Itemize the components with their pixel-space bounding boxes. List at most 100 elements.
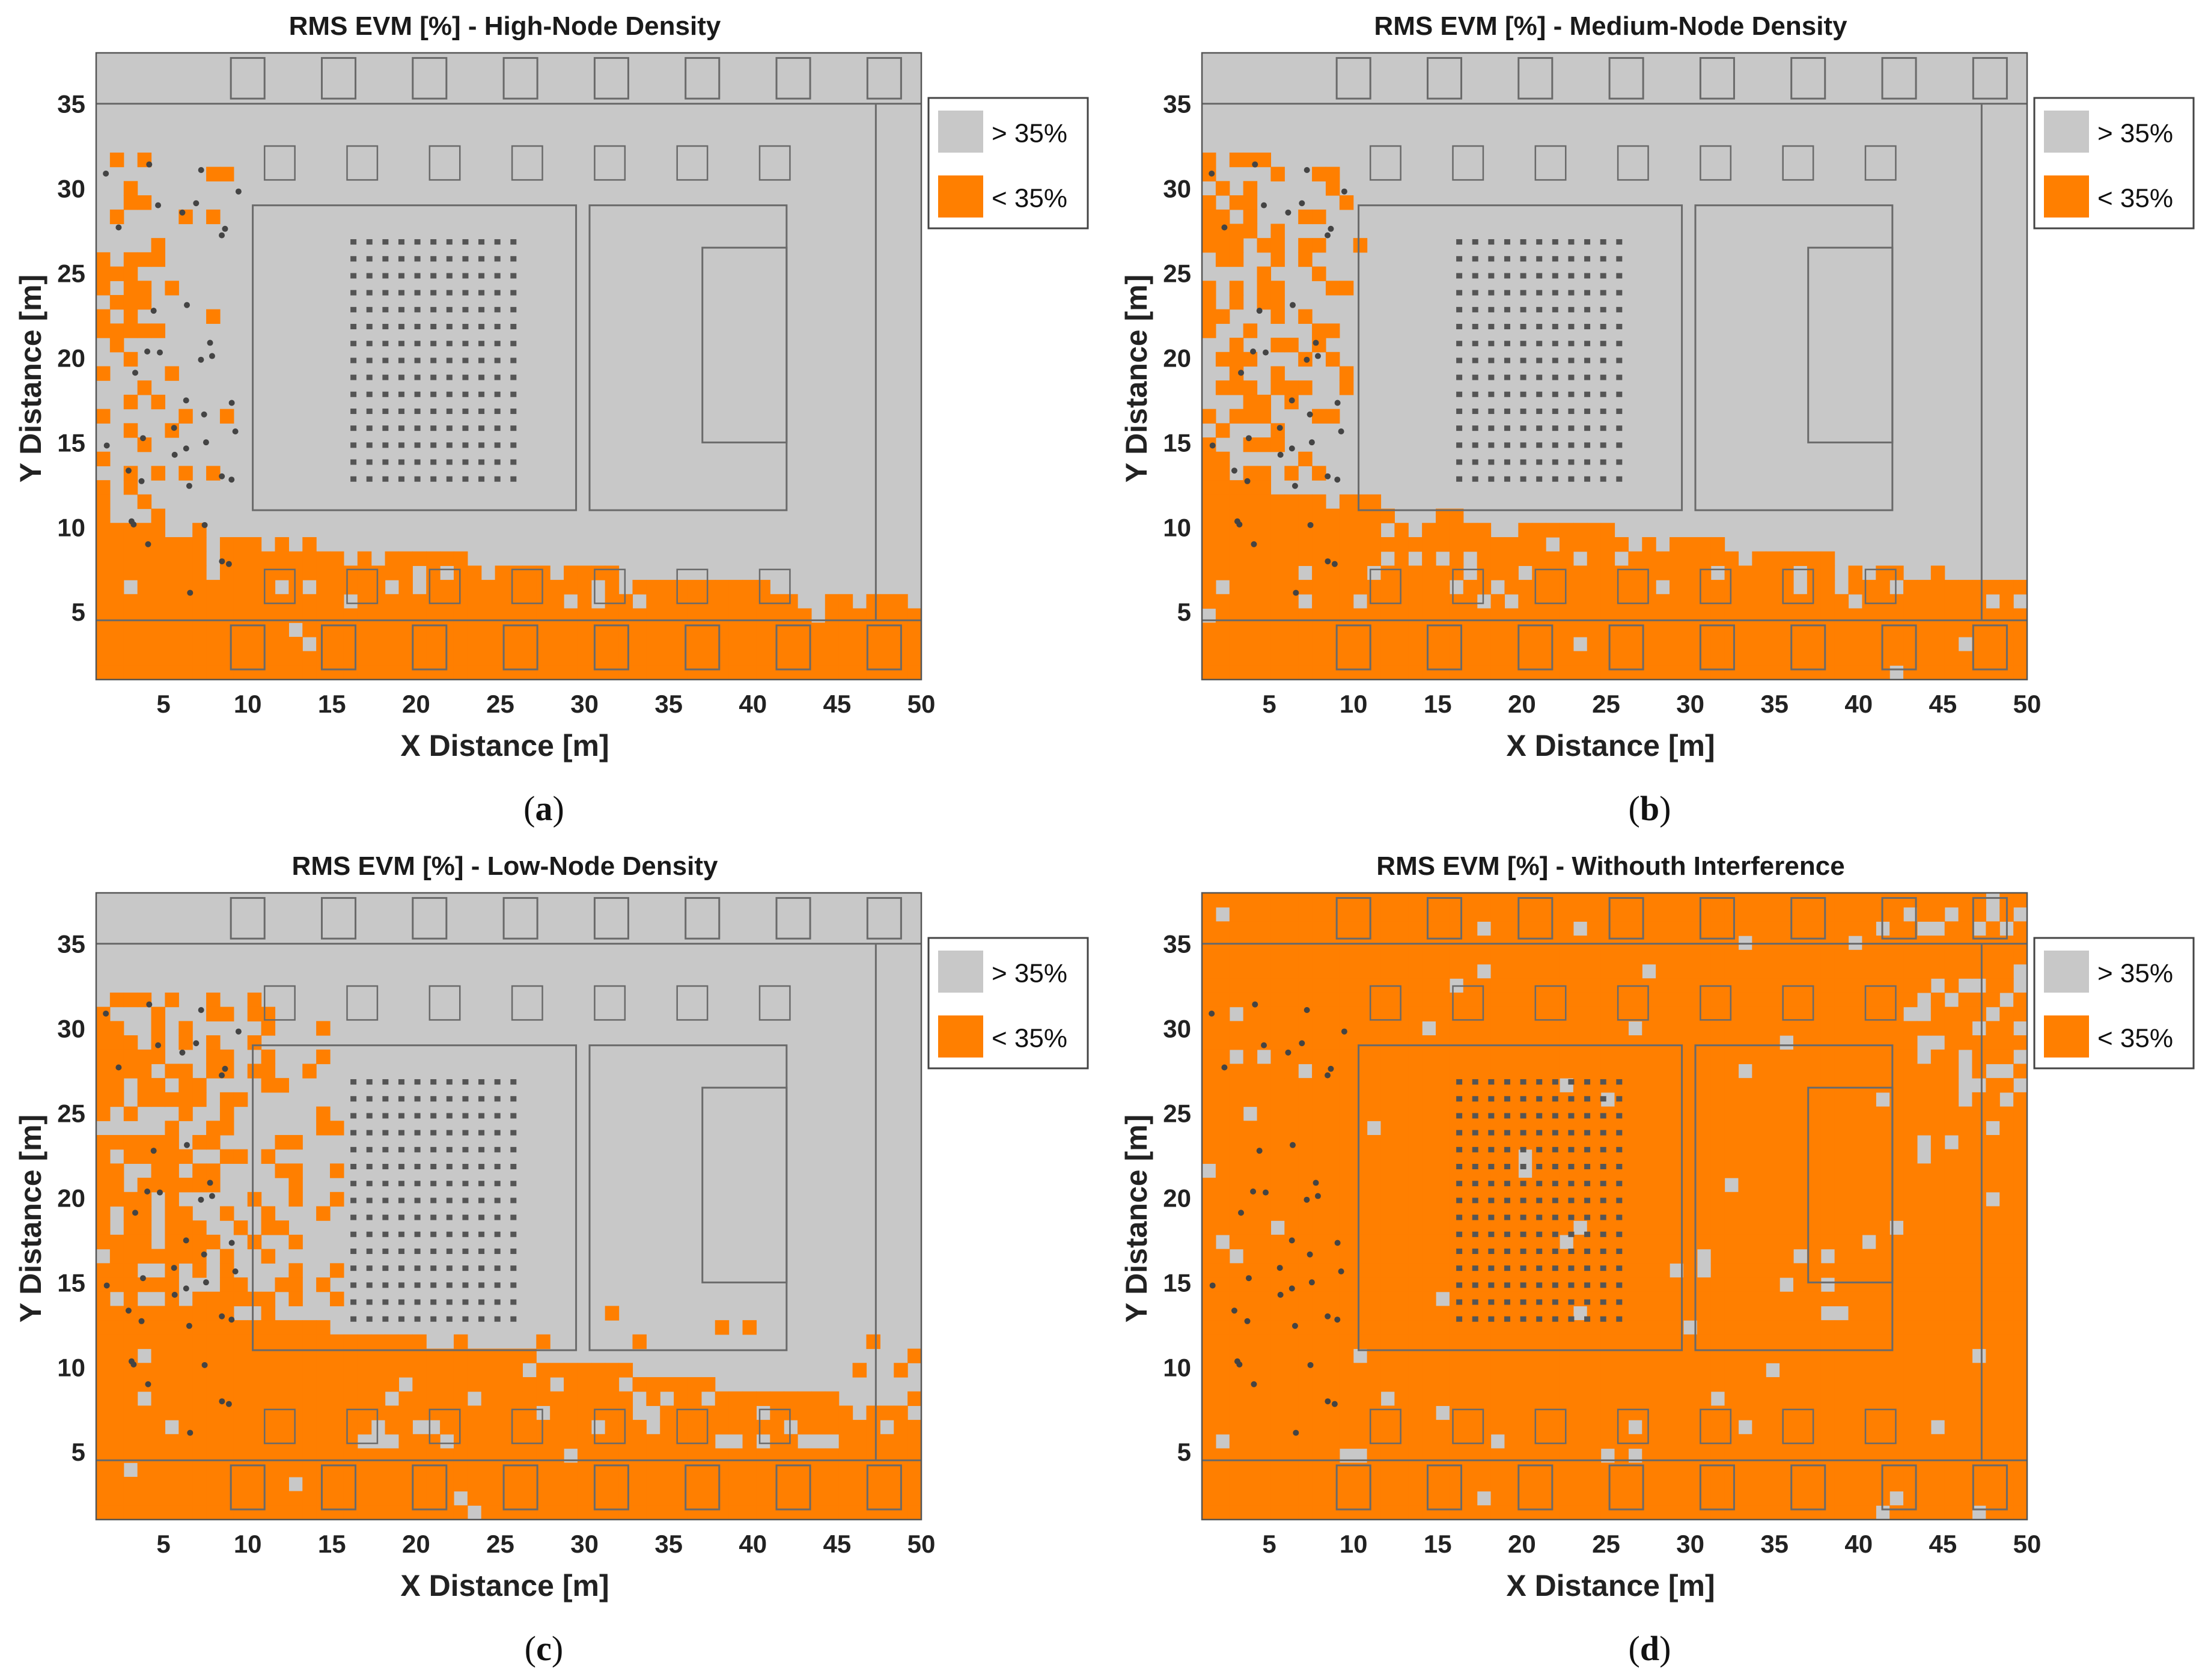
coverage-cell: [618, 1434, 633, 1449]
coverage-cell: [1380, 636, 1395, 652]
seat-marker: [478, 358, 485, 364]
coverage-cell: [1408, 1249, 1423, 1264]
seat-marker: [1472, 391, 1478, 397]
coverage-cell: [1422, 1249, 1436, 1264]
coverage-cell: [96, 665, 111, 680]
coverage-cell: [385, 1363, 400, 1378]
coverage-cell: [151, 252, 166, 267]
legend-label-orange: < 35%: [992, 1024, 1067, 1053]
coverage-cell: [1972, 1291, 1986, 1307]
coverage-cell: [1614, 1220, 1629, 1235]
coverage-cell: [646, 1505, 660, 1520]
seat-marker: [1504, 341, 1510, 347]
coverage-cell: [1876, 1035, 1890, 1050]
coverage-cell: [192, 565, 207, 580]
coverage-cell: [1930, 1363, 1945, 1378]
coverage-cell: [1710, 1363, 1725, 1378]
coverage-cell: [1243, 224, 1258, 239]
coverage-cell: [178, 1249, 193, 1264]
coverage-cell: [784, 608, 798, 623]
pillar-dot: [150, 1148, 157, 1154]
coverage-cell: [1449, 907, 1464, 922]
seat-marker: [414, 290, 421, 296]
coverage-cell: [1724, 1405, 1739, 1420]
coverage-cell: [1670, 992, 1684, 1008]
coverage-cell: [1408, 1178, 1423, 1193]
coverage-cell: [1504, 1277, 1519, 1292]
coverage-cell: [233, 1420, 248, 1435]
coverage-cell: [1325, 992, 1340, 1008]
coverage-cell: [728, 622, 743, 638]
coverage-cell: [1367, 1192, 1382, 1207]
coverage-cell: [467, 1434, 482, 1449]
pillar-dot: [179, 209, 186, 216]
coverage-cell: [2013, 1291, 2028, 1307]
pillar-dot: [219, 1398, 225, 1405]
coverage-cell: [288, 1348, 303, 1363]
coverage-cell: [1546, 580, 1560, 595]
coverage-cell: [1339, 1149, 1354, 1164]
coverage-cell: [1656, 651, 1670, 666]
coverage-cell: [206, 580, 221, 595]
coverage-cell: [123, 1476, 138, 1492]
coverage-cell: [1422, 1291, 1436, 1307]
coverage-cell: [1793, 949, 1808, 965]
coverage-cell: [1270, 992, 1285, 1008]
table-outline: [758, 145, 791, 181]
coverage-cell: [1202, 195, 1216, 210]
coverage-cell: [1394, 1220, 1409, 1235]
seat-marker: [430, 408, 437, 414]
coverage-cell: [907, 608, 922, 623]
coverage-cell: [605, 1377, 620, 1392]
pillar-dot: [171, 1291, 178, 1298]
coverage-cell: [1298, 1021, 1313, 1036]
coverage-cell: [1697, 1320, 1712, 1335]
coverage-cell: [165, 1476, 179, 1492]
coverage-cell: [1229, 551, 1244, 566]
coverage-cell: [728, 1491, 743, 1506]
seat-marker: [414, 1231, 421, 1237]
coverage-cell: [165, 1149, 179, 1164]
coverage-cell: [1889, 594, 1904, 609]
coverage-cell: [1834, 1220, 1849, 1235]
seat-marker: [478, 1248, 485, 1254]
pillar-dot: [1328, 225, 1334, 232]
coverage-cell: [1600, 665, 1615, 680]
coverage-cell: [1284, 1021, 1299, 1036]
coverage-cell: [96, 1420, 111, 1435]
fixture-box: [1699, 56, 1735, 100]
seat-marker: [366, 324, 373, 330]
coverage-cell: [1862, 949, 1876, 965]
coverage-cell: [1270, 1334, 1285, 1350]
coverage-cell: [1752, 1134, 1766, 1150]
coverage-cell: [1463, 636, 1478, 652]
coverage-cell: [1724, 978, 1739, 993]
seat-marker: [510, 358, 517, 364]
coverage-cell: [302, 1505, 317, 1520]
coverage-cell: [137, 1505, 152, 1520]
seat-marker: [1488, 459, 1495, 465]
coverage-cell: [1325, 594, 1340, 609]
coverage-cell: [219, 651, 234, 666]
coverage-cell: [536, 565, 550, 580]
coverage-cell: [261, 1391, 276, 1406]
coverage-cell: [1793, 1334, 1808, 1350]
coverage-cell: [1642, 622, 1656, 638]
coverage-cell: [1587, 551, 1602, 566]
coverage-cell: [1532, 1149, 1546, 1164]
coverage-cell: [206, 1348, 221, 1363]
coverage-cell: [1380, 1363, 1395, 1378]
coverage-cell: [1202, 294, 1216, 310]
coverage-cell: [453, 594, 468, 609]
coverage-cell: [453, 636, 468, 652]
coverage-cell: [1738, 1192, 1752, 1207]
coverage-cell: [1449, 1391, 1464, 1406]
coverage-cell: [1999, 1249, 2014, 1264]
coverage-cell: [316, 1476, 331, 1492]
coverage-cell: [646, 651, 660, 666]
coverage-cell: [1600, 1064, 1615, 1079]
coverage-cell: [1724, 665, 1739, 680]
coverage-cell: [1724, 1163, 1739, 1178]
coverage-cell: [123, 1377, 138, 1392]
coverage-cell: [1642, 1006, 1656, 1021]
